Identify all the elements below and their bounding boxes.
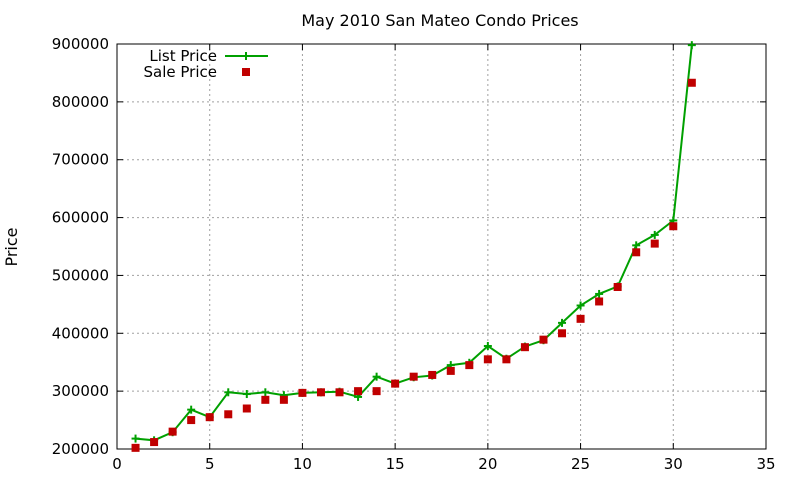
sale-price-point [354, 387, 363, 396]
list-price-point [595, 289, 604, 298]
legend-marker-sale-price [242, 68, 250, 76]
sale-price-point [669, 222, 678, 231]
x-tick-label: 25 [571, 455, 590, 473]
sale-price-point [224, 410, 233, 419]
y-tick-label: 500000 [52, 266, 109, 284]
x-tick-label: 0 [112, 455, 122, 473]
y-tick-label: 900000 [52, 35, 109, 53]
x-tick-label: 20 [478, 455, 497, 473]
list-price-point [576, 301, 585, 310]
list-price-point [187, 405, 196, 414]
sale-price-point [576, 314, 585, 323]
list-price-point [261, 388, 270, 397]
legend-label-list-price: List Price [149, 47, 217, 65]
chart-title: May 2010 San Mateo Condo Prices [301, 11, 578, 30]
sale-price-point [502, 355, 511, 364]
list-price-point [372, 372, 381, 381]
sale-price-point [539, 335, 548, 344]
axis-ticks: 0 5 10 15 20 25 30 35 200000 300000 400000 500000 60… [52, 35, 776, 473]
y-tick-label: 800000 [52, 93, 109, 111]
sale-price-point [409, 372, 418, 381]
sale-price-point [483, 355, 492, 364]
sale-price-point [150, 438, 159, 447]
sale-price-point [613, 283, 622, 291]
sale-price-point [687, 78, 696, 87]
list-price-point [650, 230, 659, 239]
legend-label-sale-price: Sale Price [144, 63, 217, 81]
sale-price-point [595, 297, 604, 306]
sale-price-point [446, 366, 455, 375]
sale-price-point [168, 427, 177, 436]
x-tick-label: 35 [756, 455, 775, 473]
y-axis-label: Price [2, 227, 21, 266]
list-price-point [558, 318, 567, 327]
x-tick-label: 15 [386, 455, 405, 473]
sale-price-point [650, 239, 659, 248]
grid [117, 44, 766, 449]
sale-price-point [520, 343, 529, 352]
sale-price-point [335, 388, 344, 397]
plot-frame [116, 43, 767, 450]
list-price-point [687, 41, 696, 50]
sale-price-point [298, 388, 307, 397]
y-tick-label: 200000 [52, 440, 109, 458]
x-tick-label: 5 [205, 455, 215, 473]
sale-price-point [316, 388, 325, 397]
list-price-point [483, 342, 492, 351]
sale-price-point [428, 370, 437, 379]
list-price-point [632, 241, 641, 250]
data-series [131, 41, 696, 452]
y-tick-label: 600000 [52, 209, 109, 227]
sale-price-point [131, 443, 140, 452]
x-tick-label: 30 [664, 455, 683, 473]
sale-price-point [632, 248, 641, 257]
sale-price-point [558, 329, 567, 338]
y-tick-label: 400000 [52, 324, 109, 342]
y-tick-label: 300000 [52, 382, 109, 400]
sale-price-point [205, 413, 214, 422]
x-tick-label: 10 [293, 455, 312, 473]
sale-price-point [242, 404, 251, 413]
list-price-point [242, 390, 251, 399]
sale-price-point [372, 387, 381, 396]
sale-price-point [261, 395, 270, 404]
sale-price-point [279, 395, 288, 404]
sale-price-point [187, 416, 196, 425]
sale-price-point [465, 361, 474, 370]
sale-price-point [391, 379, 400, 388]
list-price-point [131, 434, 140, 443]
list-price-point [224, 388, 233, 397]
y-tick-label: 700000 [52, 151, 109, 169]
